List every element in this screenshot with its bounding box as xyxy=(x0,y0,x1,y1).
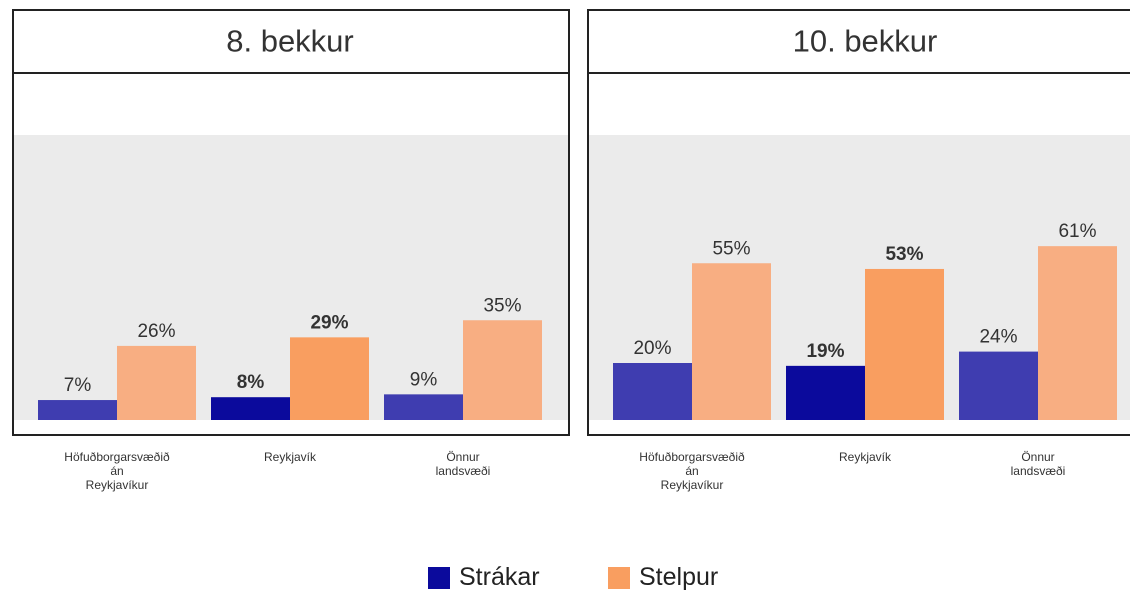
x-tick-label: Höfuðborgarsvæðið án Reykjavíkur xyxy=(64,450,170,492)
data-label: 19% xyxy=(806,341,844,362)
bar xyxy=(117,345,196,420)
bar xyxy=(290,337,369,420)
facet-header xyxy=(12,9,570,74)
data-label: 9% xyxy=(410,369,438,390)
bar xyxy=(959,351,1038,420)
facet-title: 8. bekkur xyxy=(226,24,354,59)
x-tick-label: Reykjavík xyxy=(838,450,891,464)
x-tick-label: Önnur landsvæði xyxy=(1010,450,1066,478)
x-tick-label: Höfuðborgarsvæðið án Reykjavíkur xyxy=(639,450,745,492)
data-label: 29% xyxy=(310,312,348,333)
bar xyxy=(613,363,692,420)
data-label: 26% xyxy=(137,321,175,342)
bar xyxy=(384,394,463,420)
legend-label: Strákar xyxy=(459,563,540,591)
facet-title: 10. bekkur xyxy=(793,24,938,59)
x-tick-label: Reykjavík xyxy=(263,450,316,464)
bar xyxy=(463,320,542,420)
data-label: 7% xyxy=(64,375,92,396)
bar xyxy=(786,365,865,420)
x-tick-label: Önnur landsvæði xyxy=(435,450,491,478)
data-label: 35% xyxy=(483,295,521,316)
bar xyxy=(865,268,944,420)
data-label: 8% xyxy=(237,372,265,393)
data-label: 24% xyxy=(979,327,1017,348)
data-label: 55% xyxy=(712,238,750,259)
legend-swatch xyxy=(608,567,630,589)
data-label: 20% xyxy=(633,338,671,359)
bar xyxy=(1038,246,1117,420)
data-label: 61% xyxy=(1058,221,1096,242)
bar xyxy=(211,397,290,420)
bar xyxy=(38,400,117,420)
data-label: 53% xyxy=(885,244,923,265)
legend-label: Stelpur xyxy=(639,563,719,591)
bar xyxy=(692,263,771,420)
legend-swatch xyxy=(428,567,450,589)
facet-header xyxy=(587,9,1130,74)
